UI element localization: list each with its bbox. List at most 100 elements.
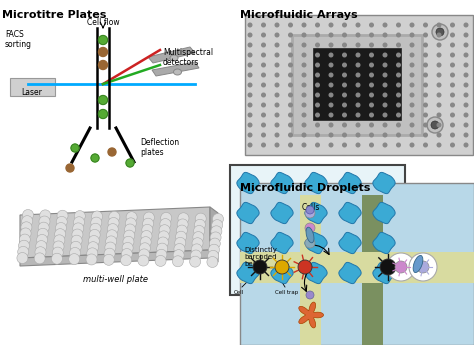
Circle shape <box>329 83 333 87</box>
Circle shape <box>248 93 252 97</box>
Circle shape <box>73 223 84 234</box>
Circle shape <box>71 144 79 152</box>
Circle shape <box>305 223 315 233</box>
Circle shape <box>174 244 185 255</box>
Circle shape <box>302 23 306 27</box>
Circle shape <box>120 255 132 266</box>
Circle shape <box>126 159 134 167</box>
Circle shape <box>370 53 374 57</box>
Circle shape <box>125 224 136 235</box>
Polygon shape <box>271 203 293 224</box>
Ellipse shape <box>413 255 423 273</box>
Circle shape <box>248 23 252 27</box>
Circle shape <box>316 43 319 47</box>
Circle shape <box>395 261 407 273</box>
Circle shape <box>86 254 97 265</box>
Circle shape <box>99 36 108 45</box>
Polygon shape <box>339 232 361 254</box>
Circle shape <box>108 148 116 156</box>
Circle shape <box>275 143 279 147</box>
Circle shape <box>424 103 427 107</box>
Circle shape <box>451 73 454 77</box>
Circle shape <box>262 93 265 97</box>
Circle shape <box>90 223 101 234</box>
Circle shape <box>437 63 441 67</box>
Circle shape <box>289 133 292 137</box>
Circle shape <box>173 256 183 267</box>
Polygon shape <box>339 262 361 284</box>
Circle shape <box>302 73 306 77</box>
Polygon shape <box>305 262 327 284</box>
Polygon shape <box>152 62 199 76</box>
Circle shape <box>432 24 448 40</box>
Circle shape <box>122 243 133 253</box>
Circle shape <box>91 211 102 222</box>
Text: Cell trap: Cell trap <box>275 290 298 295</box>
Text: Cells: Cells <box>302 203 320 212</box>
Circle shape <box>262 33 265 37</box>
Circle shape <box>289 53 292 57</box>
Circle shape <box>451 63 454 67</box>
Polygon shape <box>237 232 259 254</box>
Circle shape <box>38 222 49 233</box>
Polygon shape <box>305 172 327 194</box>
Circle shape <box>329 93 333 97</box>
Circle shape <box>343 113 346 117</box>
Circle shape <box>329 33 333 37</box>
Circle shape <box>370 143 374 147</box>
Circle shape <box>275 133 279 137</box>
Circle shape <box>160 218 171 229</box>
Circle shape <box>176 225 187 236</box>
Circle shape <box>91 217 102 228</box>
Circle shape <box>40 210 51 221</box>
Circle shape <box>208 250 219 262</box>
Bar <box>300 195 321 252</box>
Circle shape <box>343 143 346 147</box>
Circle shape <box>262 23 265 27</box>
Circle shape <box>70 247 81 258</box>
Circle shape <box>409 253 437 281</box>
Circle shape <box>248 103 252 107</box>
Circle shape <box>193 225 205 236</box>
Circle shape <box>275 73 279 77</box>
Circle shape <box>464 63 468 67</box>
Circle shape <box>451 33 454 37</box>
Polygon shape <box>305 232 327 254</box>
Circle shape <box>155 255 166 266</box>
Circle shape <box>356 93 360 97</box>
Circle shape <box>275 113 279 117</box>
Circle shape <box>437 123 441 127</box>
Circle shape <box>424 43 427 47</box>
Circle shape <box>70 241 82 252</box>
Circle shape <box>410 93 414 97</box>
Circle shape <box>161 213 172 224</box>
Polygon shape <box>373 172 395 194</box>
Ellipse shape <box>170 55 178 61</box>
Circle shape <box>437 53 441 57</box>
Circle shape <box>52 247 63 258</box>
Circle shape <box>55 229 65 240</box>
Circle shape <box>410 83 414 87</box>
Circle shape <box>37 228 48 239</box>
Circle shape <box>248 83 252 87</box>
Circle shape <box>158 231 169 242</box>
Circle shape <box>36 240 47 252</box>
Circle shape <box>431 121 439 129</box>
Circle shape <box>343 133 346 137</box>
Circle shape <box>316 83 319 87</box>
Polygon shape <box>339 172 361 194</box>
Circle shape <box>464 83 468 87</box>
Bar <box>362 283 383 345</box>
Circle shape <box>306 206 314 214</box>
Circle shape <box>141 230 152 241</box>
Circle shape <box>22 209 34 220</box>
Circle shape <box>99 48 108 57</box>
Circle shape <box>424 113 427 117</box>
Circle shape <box>262 53 265 57</box>
Circle shape <box>397 63 401 67</box>
Circle shape <box>275 83 279 87</box>
Circle shape <box>356 103 360 107</box>
Circle shape <box>397 123 401 127</box>
Circle shape <box>316 73 319 77</box>
Circle shape <box>105 242 116 253</box>
